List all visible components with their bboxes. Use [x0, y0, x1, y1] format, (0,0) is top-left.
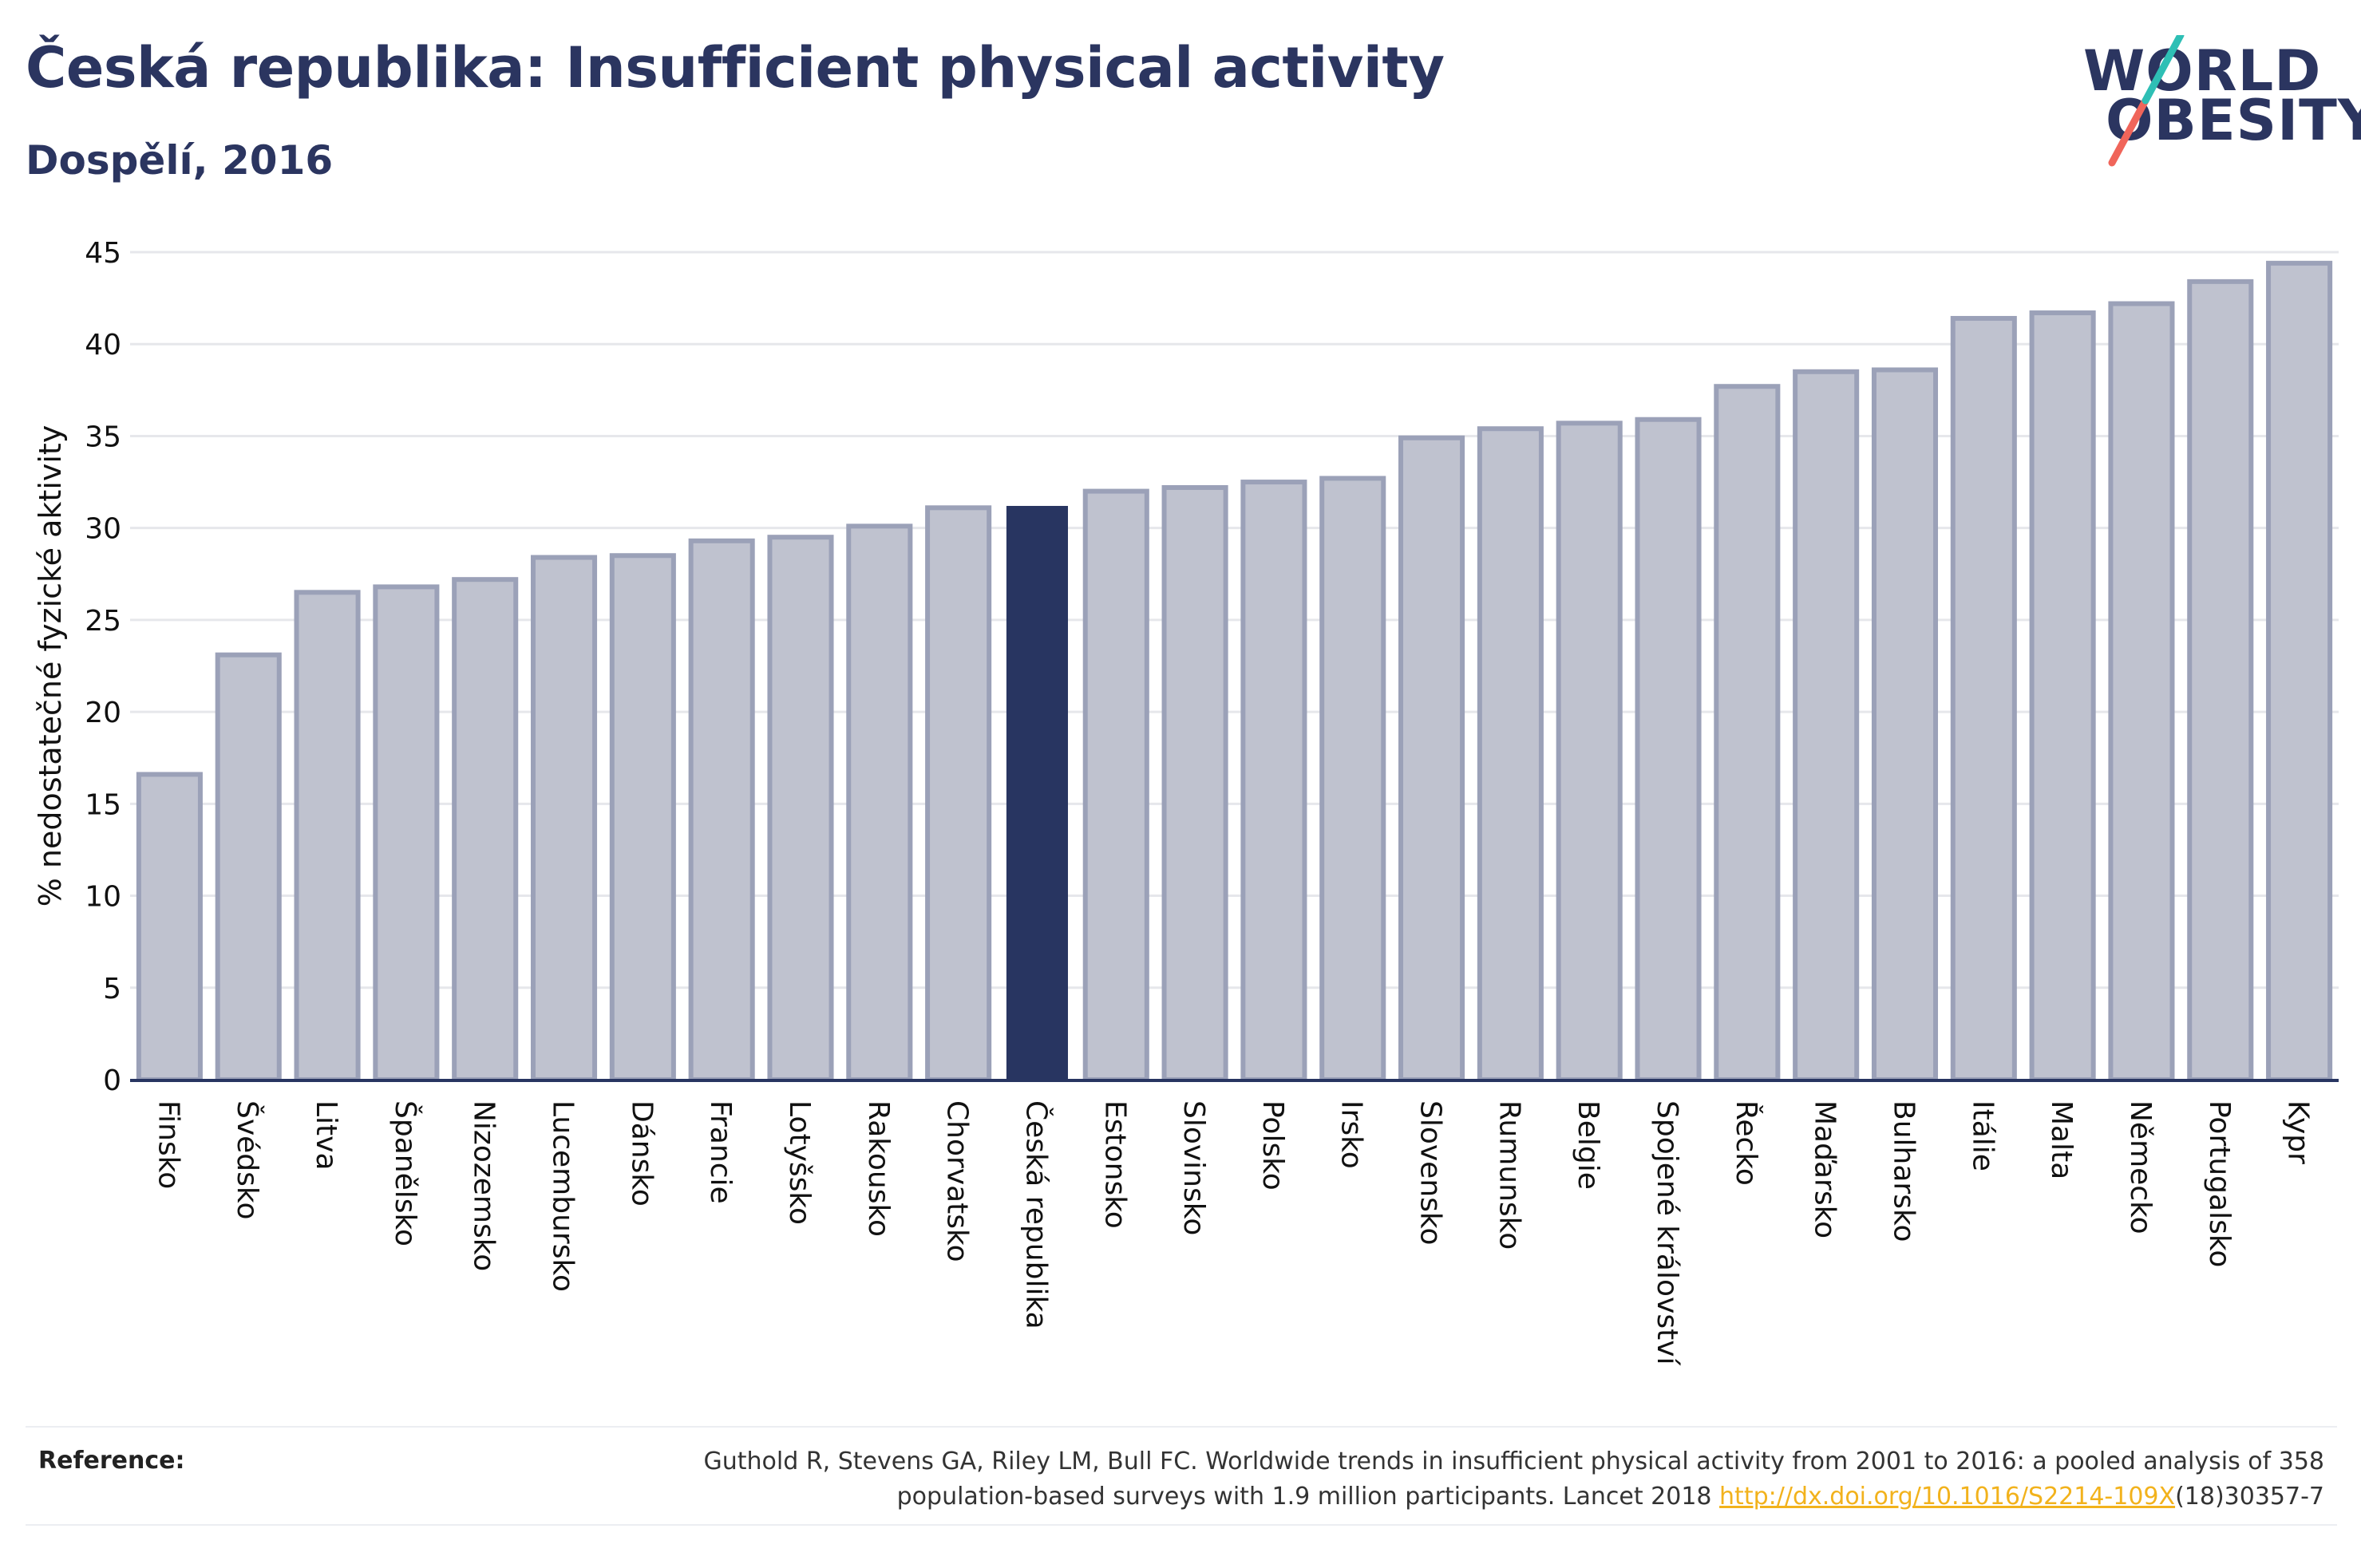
- y-tick-label: 5: [103, 973, 121, 1005]
- x-tick-label: Belgie: [1572, 1100, 1604, 1190]
- x-tick-label: Lucembursko: [547, 1100, 579, 1292]
- x-tick-label: Chorvatsko: [941, 1100, 974, 1262]
- bar: [609, 553, 676, 1082]
- logo-slash-icon: [2108, 35, 2185, 167]
- y-tick-label: 15: [85, 788, 121, 821]
- x-tick-label: Kypr: [2282, 1100, 2315, 1164]
- bar: [925, 505, 992, 1082]
- x-tick-label: Francie: [704, 1100, 737, 1204]
- x-tick-label: Švédsko: [231, 1100, 264, 1220]
- x-tick-label: Litva: [310, 1100, 342, 1171]
- y-axis-label: % nedostatečné fyzické aktivity: [33, 425, 68, 907]
- reference-line-1: Guthold R, Stevens GA, Riley LM, Bull FC…: [703, 1448, 2324, 1475]
- world-obesity-logo: WORLD OBESITY: [2083, 35, 2361, 171]
- bar: [1161, 484, 1228, 1082]
- x-tick-label: Irsko: [1335, 1100, 1368, 1169]
- reference-line-2-end: (18)30357-7: [2175, 1483, 2324, 1511]
- x-tick-label: Německo: [2124, 1100, 2157, 1234]
- y-tick-label: 40: [85, 329, 121, 361]
- bars: [136, 260, 2333, 1083]
- x-tick-label: Maďarsko: [1809, 1100, 1841, 1238]
- chart-subtitle: Dospělí, 2016: [26, 137, 334, 184]
- reference-line-2: population-based surveys with 1.9 millio…: [896, 1483, 1720, 1511]
- chart-title: Česká republika: Insufficient physical a…: [26, 35, 1445, 101]
- x-tick-label: Lotyšsko: [783, 1100, 816, 1225]
- bar: [1398, 435, 1465, 1082]
- x-tick-label: Slovinsko: [1177, 1100, 1210, 1235]
- bar: [1477, 426, 1544, 1082]
- bar: [1793, 369, 1860, 1082]
- bar: [1714, 384, 1781, 1083]
- y-tick-label: 0: [103, 1064, 121, 1097]
- bar: [1319, 476, 1386, 1082]
- y-tick-label: 20: [85, 697, 121, 729]
- x-tick-labels: Finsko Švédsko Litva Španělsko Nizozemsko Luc…: [152, 1100, 2314, 1366]
- x-tick-label: Dánsko: [625, 1100, 658, 1207]
- bar: [767, 535, 834, 1082]
- x-tick-label: Řecko: [1730, 1100, 1763, 1186]
- bar: [452, 577, 519, 1082]
- bar: [2266, 260, 2333, 1082]
- bar: [1950, 315, 2017, 1082]
- x-tick-label: Spojené království: [1651, 1100, 1683, 1366]
- bar: [1006, 506, 1068, 1080]
- x-tick-label: Portugalsko: [2203, 1100, 2236, 1267]
- x-tick-label: Slovensko: [1414, 1100, 1447, 1246]
- y-tick-label: 10: [85, 881, 121, 914]
- reference-bottom-divider: [26, 1524, 2337, 1526]
- bar: [294, 590, 361, 1082]
- reference-text: Guthold R, Stevens GA, Riley LM, Bull FC…: [568, 1444, 2324, 1515]
- bar: [1082, 488, 1149, 1082]
- bar: [2187, 278, 2254, 1083]
- x-tick-label: Bulharsko: [1887, 1100, 1920, 1242]
- x-tick-label: Malta: [2045, 1100, 2078, 1179]
- bar-chart: 0 5 10 15 20 25 30 35 40 45 Finsko Švédsko Litva Špa…: [33, 237, 2339, 1366]
- y-tick-label: 25: [85, 605, 121, 638]
- x-tick-label: Finsko: [152, 1100, 184, 1189]
- bar: [215, 652, 282, 1082]
- y-tick-label: 35: [85, 421, 121, 453]
- bar: [1240, 480, 1307, 1082]
- x-tick-label: Estonsko: [1098, 1100, 1131, 1229]
- y-tick-labels: 0 5 10 15 20 25 30 35 40 45: [85, 237, 121, 1097]
- reference-label: Reference:: [38, 1447, 185, 1475]
- bar: [1556, 421, 1623, 1082]
- y-tick-label: 30: [85, 513, 121, 546]
- x-tick-label: Česká republika: [1019, 1100, 1053, 1329]
- bar: [2029, 310, 2096, 1082]
- x-tick-label: Rumunsko: [1493, 1100, 1525, 1250]
- x-tick-label: Španělsko: [389, 1100, 422, 1246]
- bar: [136, 772, 203, 1082]
- bar: [846, 523, 913, 1082]
- bar: [1871, 367, 1939, 1082]
- reference-top-divider: [26, 1426, 2337, 1428]
- bar: [2108, 301, 2175, 1083]
- x-tick-label: Itálie: [1966, 1100, 1999, 1171]
- x-tick-label: Rakousko: [862, 1100, 895, 1237]
- reference-doi-link[interactable]: http://dx.doi.org/10.1016/S2214-109X: [1719, 1483, 2176, 1511]
- logo-line-world: WORLD: [2083, 38, 2322, 104]
- bar: [688, 538, 755, 1082]
- bar: [1635, 417, 1702, 1082]
- x-tick-label: Polsko: [1256, 1100, 1289, 1191]
- bar: [530, 555, 598, 1082]
- y-tick-label: 45: [85, 237, 121, 270]
- x-tick-label: Nizozemsko: [468, 1100, 500, 1271]
- bar: [373, 584, 440, 1082]
